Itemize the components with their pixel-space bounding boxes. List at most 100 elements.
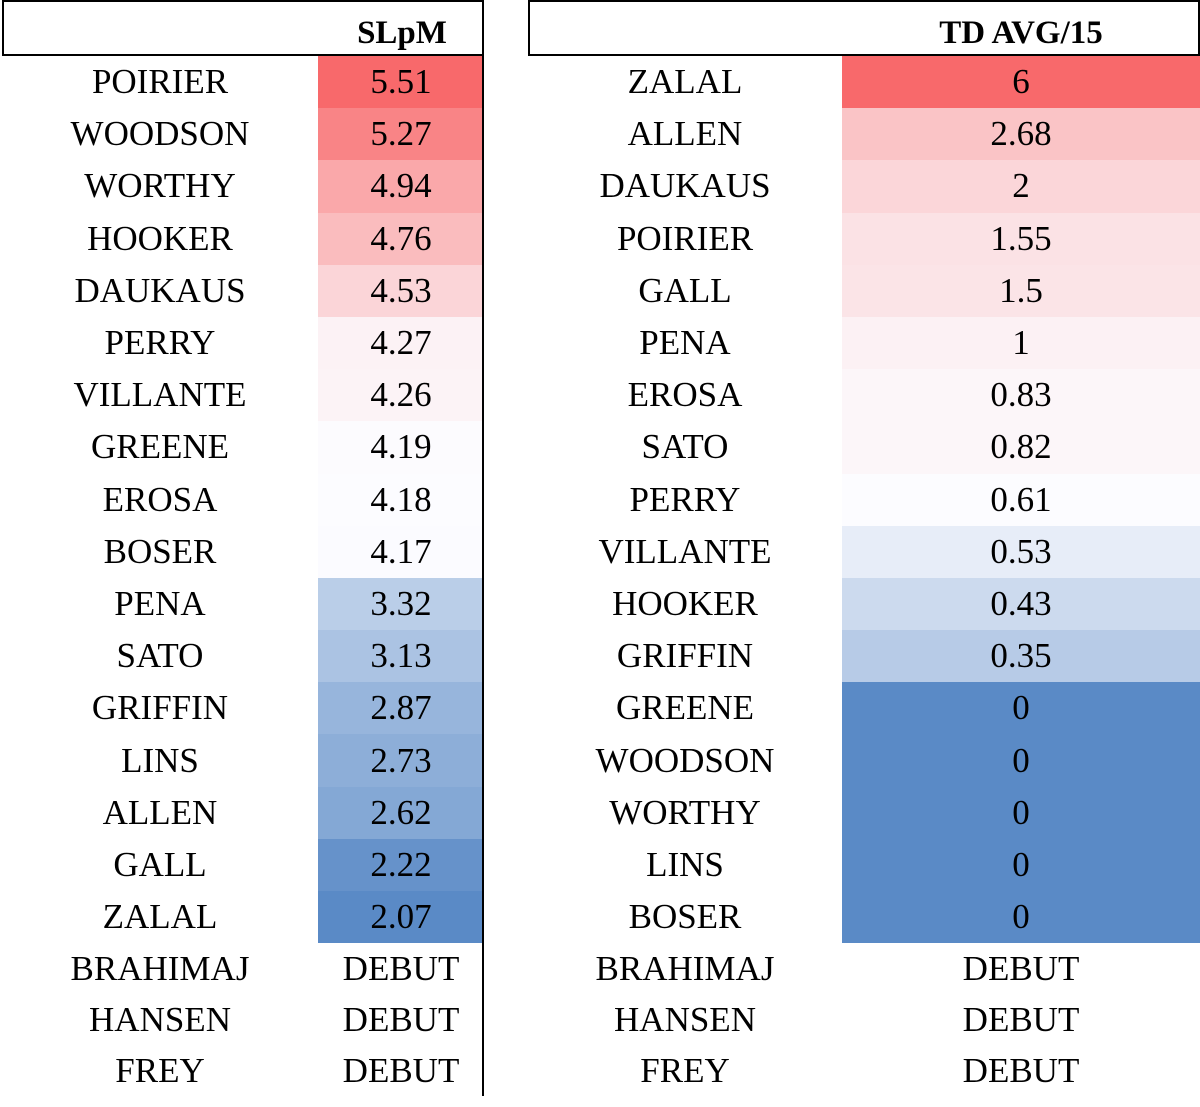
td-avg-row: POIRIER 1.55 — [528, 212, 1200, 265]
slpm-row: DAUKAUS 4.53 — [2, 264, 484, 317]
slpm-row-value: 2.87 — [318, 682, 484, 735]
slpm-row: VILLANTE 4.26 — [2, 369, 484, 422]
slpm-row-value: 4.26 — [318, 369, 484, 422]
td-avg-row: LINS 0 — [528, 838, 1200, 891]
td-avg-row-value: 1.5 — [842, 264, 1200, 317]
slpm-table: SLpM POIRIER 5.51 WOODSON 5.27 WORTHY 4.94 HOO… — [2, 0, 484, 1096]
slpm-row-name: FREY — [115, 1050, 205, 1090]
td-avg-row-name: VILLANTE — [598, 531, 772, 571]
td-avg-row-name: SATO — [641, 427, 729, 467]
td-avg-row-name: HOOKER — [612, 583, 758, 623]
slpm-row-value: 4.94 — [318, 160, 484, 213]
td-avg-row-value: DEBUT — [962, 1050, 1080, 1090]
slpm-row-name: ALLEN — [102, 792, 218, 832]
td-avg-row-name: DAUKAUS — [599, 166, 771, 206]
slpm-header: SLpM — [2, 0, 484, 56]
slpm-row: HOOKER 4.76 — [2, 212, 484, 265]
td-avg-row-name: BOSER — [628, 897, 742, 937]
slpm-row-value: 2.07 — [318, 891, 484, 944]
td-avg-row: VILLANTE 0.53 — [528, 525, 1200, 578]
slpm-row: GRIFFIN 2.87 — [2, 682, 484, 735]
slpm-row: LINS 2.73 — [2, 734, 484, 787]
td-avg-row: EROSA 0.83 — [528, 369, 1200, 422]
td-avg-row: BOSER 0 — [528, 891, 1200, 944]
td-avg-row-name: POIRIER — [616, 218, 754, 258]
td-avg-row: WORTHY 0 — [528, 786, 1200, 839]
slpm-row-name: ZALAL — [102, 897, 218, 937]
slpm-row: FREY DEBUT — [2, 1045, 484, 1096]
slpm-row: PENA 3.32 — [2, 577, 484, 631]
slpm-row: WORTHY 4.94 — [2, 160, 484, 213]
td-avg-row-value: 6 — [842, 56, 1200, 109]
td-avg-header-label: TD AVG/15 — [939, 15, 1103, 51]
slpm-row-name: BRAHIMAJ — [70, 948, 250, 988]
td-avg-row: GREENE 0 — [528, 682, 1200, 735]
slpm-row-name: VILLANTE — [73, 375, 247, 415]
slpm-row: HANSEN DEBUT — [2, 994, 484, 1045]
td-avg-row-name: HANSEN — [614, 999, 756, 1039]
slpm-row: GREENE 4.19 — [2, 421, 484, 474]
slpm-row-value: 4.27 — [318, 316, 484, 370]
slpm-row-value: DEBUT — [342, 948, 460, 988]
slpm-row-name: PERRY — [104, 323, 216, 363]
td-avg-row-value: 0.82 — [842, 421, 1200, 474]
td-avg-row: WOODSON 0 — [528, 734, 1200, 787]
slpm-row: POIRIER 5.51 — [2, 56, 484, 109]
slpm-row: ZALAL 2.07 — [2, 891, 484, 944]
td-avg-header: TD AVG/15 — [528, 0, 1200, 56]
slpm-row-name: PENA — [114, 583, 206, 623]
slpm-border-line — [482, 56, 484, 1096]
td-avg-row-name: GRIFFIN — [616, 636, 754, 676]
slpm-row-value: 4.19 — [318, 421, 484, 474]
td-avg-row-name: BRAHIMAJ — [595, 948, 775, 988]
td-avg-row: HANSEN DEBUT — [528, 994, 1200, 1045]
slpm-row-value: 4.53 — [318, 264, 484, 317]
td-avg-row-name: PERRY — [629, 479, 741, 519]
td-avg-row-value: 0 — [842, 734, 1200, 787]
slpm-row-name: DAUKAUS — [74, 270, 246, 310]
td-avg-row-value: 2.68 — [842, 108, 1200, 161]
slpm-row-value: 4.17 — [318, 525, 484, 578]
td-avg-row-value: DEBUT — [962, 999, 1080, 1039]
slpm-row-value: 4.18 — [318, 473, 484, 526]
slpm-row: ALLEN 2.62 — [2, 786, 484, 839]
td-avg-border-line — [482, 943, 484, 1096]
slpm-row-name: GRIFFIN — [91, 688, 229, 728]
td-avg-row-value: 0 — [842, 838, 1200, 891]
td-avg-row-value: 0.43 — [842, 577, 1200, 631]
td-avg-row: SATO 0.82 — [528, 421, 1200, 474]
slpm-row: BOSER 4.17 — [2, 525, 484, 578]
slpm-row-value: 5.51 — [318, 56, 484, 109]
slpm-row-name: WOODSON — [70, 114, 250, 154]
slpm-row: WOODSON 5.27 — [2, 108, 484, 161]
td-avg-table: TD AVG/15 ZALAL 6 ALLEN 2.68 DAUKAUS 2 POIRIER… — [482, 0, 1200, 1096]
slpm-row-value: DEBUT — [342, 999, 460, 1039]
slpm-row-value: 3.13 — [318, 630, 484, 683]
slpm-rows: POIRIER 5.51 WOODSON 5.27 WORTHY 4.94 HOOKER 4.… — [2, 56, 484, 1096]
slpm-row: BRAHIMAJ DEBUT — [2, 943, 484, 994]
slpm-row-name: HOOKER — [87, 218, 233, 258]
td-avg-row: PENA 1 — [528, 316, 1200, 370]
td-avg-row-name: FREY — [640, 1050, 730, 1090]
td-avg-row: PERRY 0.61 — [528, 473, 1200, 526]
td-avg-row-name: ZALAL — [627, 62, 743, 102]
slpm-row: GALL 2.22 — [2, 838, 484, 891]
td-avg-row-value: 0 — [842, 682, 1200, 735]
td-avg-row: ALLEN 2.68 — [528, 108, 1200, 161]
td-avg-row-name: LINS — [646, 844, 724, 884]
slpm-row-value: 2.22 — [318, 838, 484, 891]
td-avg-row-name: ALLEN — [627, 114, 743, 154]
td-avg-row-name: GALL — [638, 270, 732, 310]
td-avg-row: DAUKAUS 2 — [528, 160, 1200, 213]
td-avg-row: HOOKER 0.43 — [528, 577, 1200, 631]
slpm-row-name: LINS — [121, 740, 199, 780]
td-avg-row-value: 1 — [842, 316, 1200, 370]
slpm-row-value: 4.76 — [318, 212, 484, 265]
td-avg-row-value: 1.55 — [842, 212, 1200, 265]
slpm-row-name: GALL — [113, 844, 207, 884]
slpm-row-value: 5.27 — [318, 108, 484, 161]
slpm-row: EROSA 4.18 — [2, 473, 484, 526]
td-avg-row-name: WOODSON — [595, 740, 775, 780]
slpm-row-name: WORTHY — [84, 166, 236, 206]
slpm-row-name: HANSEN — [89, 999, 231, 1039]
